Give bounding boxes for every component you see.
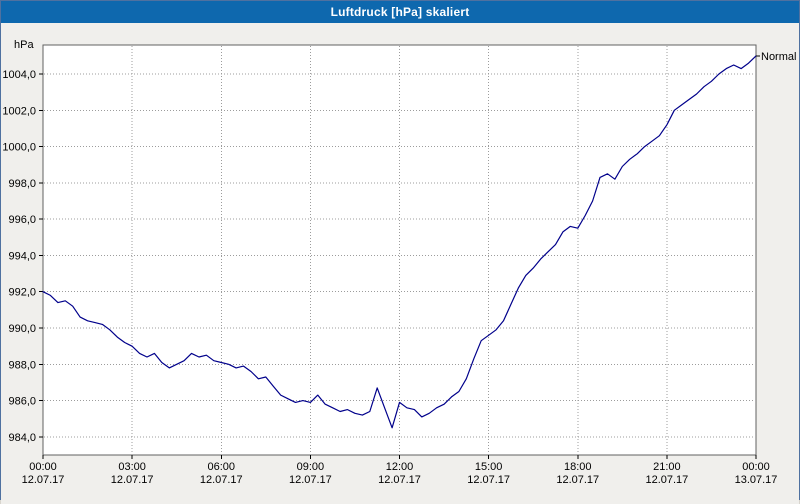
title-bar[interactable]: Luftdruck [hPa] skaliert <box>1 1 799 23</box>
y-tick-label: 994,0 <box>8 250 36 262</box>
y-tick-label: 998,0 <box>8 178 36 190</box>
x-tick-date-label: 12.07.17 <box>467 474 510 486</box>
x-tick-time-label: 15:00 <box>475 461 503 473</box>
x-tick-time-label: 00:00 <box>29 461 57 473</box>
y-tick-label: 996,0 <box>8 214 36 226</box>
x-tick-date-label: 12.07.17 <box>378 474 421 486</box>
x-tick-time-label: 03:00 <box>118 461 146 473</box>
x-tick-time-label: 21:00 <box>653 461 681 473</box>
x-tick-time-label: 06:00 <box>207 461 235 473</box>
pressure-series-line <box>42 55 757 429</box>
series-label: Normal <box>761 51 796 63</box>
y-tick-label: 984,0 <box>8 432 36 444</box>
pressure-chart: 984,0 986,0 988,0 990,0 992,0 994,0 996,0 998,0… <box>2 44 796 486</box>
x-tick-date-label: 12.07.17 <box>645 474 688 486</box>
y-tick-label: 1004,0 <box>2 69 36 81</box>
x-tick-time-label: 12:00 <box>386 461 414 473</box>
x-tick-date-label: 12.07.17 <box>22 474 65 486</box>
x-tick-date-label: 12.07.17 <box>556 474 599 486</box>
y-tick-label: 992,0 <box>8 287 36 299</box>
x-tick-date-label: 12.07.17 <box>200 474 243 486</box>
window-title: Luftdruck [hPa] skaliert <box>330 5 470 19</box>
y-tick-label: 1000,0 <box>2 142 36 154</box>
y-tick-label: 986,0 <box>8 396 36 408</box>
y-tick-label: 988,0 <box>8 359 36 371</box>
y-tick-label: 1002,0 <box>2 105 36 117</box>
x-tick-time-label: 00:00 <box>742 461 770 473</box>
x-tick-date-label: 12.07.17 <box>289 474 332 486</box>
x-tick-date-label: 12.07.17 <box>111 474 154 486</box>
x-tick-time-label: 09:00 <box>297 461 325 473</box>
chart-container: hPa 984,0 986,0 988,0 990,0 992,0 994,0 996,0 9… <box>1 23 799 504</box>
y-tick-label: 990,0 <box>8 323 36 335</box>
x-tick-time-label: 18:00 <box>564 461 592 473</box>
y-axis-unit-label: hPa <box>14 39 34 51</box>
x-tick-date-label: 13.07.17 <box>735 474 778 486</box>
